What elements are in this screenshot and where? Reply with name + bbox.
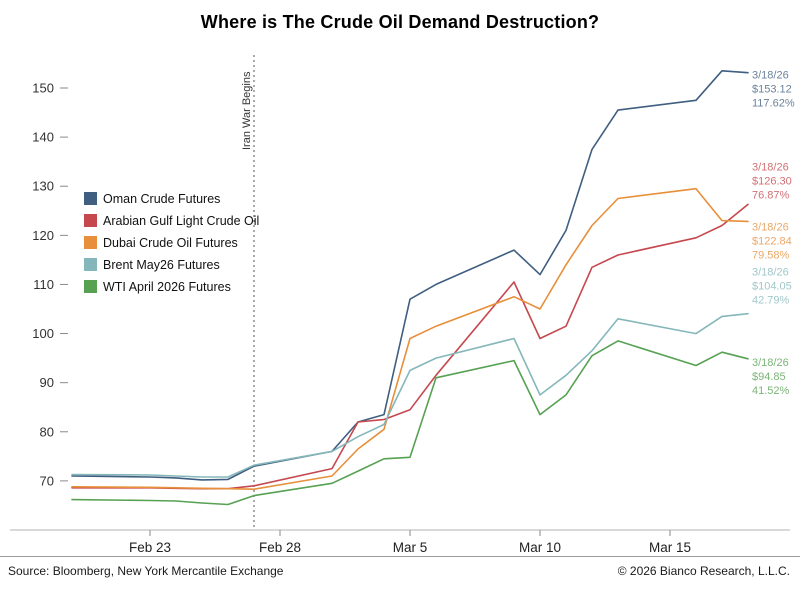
series-line-brent-may26-futures [71, 312, 749, 478]
event-line-label: Iran War Begins [241, 71, 253, 150]
source-note: Source: Bloomberg, New York Mercantile E… [8, 564, 284, 578]
x-axis-label: Feb 28 [259, 540, 301, 555]
series-line-wti-april-2026-futures [71, 340, 749, 506]
y-axis-label: 150 [32, 81, 54, 96]
annotation-price-arabian-gulf-light-crude-oil: $126.30 [752, 175, 792, 187]
series-line-oman-crude-futures [71, 69, 749, 481]
legend-label-dubai-crude-oil-futures: Dubai Crude Oil Futures [103, 236, 238, 250]
annotation-price-dubai-crude-oil-futures: $122.84 [752, 235, 792, 247]
line-chart-canvas: Feb 23 Feb 28 Mar 5 Mar 10 Mar 15 70 80 90 100 11… [10, 55, 795, 555]
legend-swatch-oman-crude-futures [84, 192, 97, 205]
annotation-price-wti-april-2026-futures: $94.85 [752, 371, 786, 383]
legend-swatch-arabian-gulf-light-crude-oil [84, 214, 97, 227]
annotation-pct-brent-may26-futures: 42.79% [752, 295, 790, 307]
legend-swatch-dubai-crude-oil-futures [84, 236, 97, 249]
annotation-date-arabian-gulf-light-crude-oil: 3/18/26 [752, 161, 789, 173]
annotation-date-oman-crude-futures: 3/18/26 [752, 70, 789, 82]
legend-label-brent-may26-futures: Brent May26 Futures [103, 258, 220, 272]
annotation-price-brent-may26-futures: $104.05 [752, 281, 792, 293]
y-axis-label: 80 [40, 424, 54, 439]
annotation-date-dubai-crude-oil-futures: 3/18/26 [752, 221, 789, 233]
y-axis-label: 120 [32, 228, 54, 243]
annotation-date-brent-may26-futures: 3/18/26 [752, 267, 789, 279]
y-axis-label: 110 [33, 277, 54, 292]
footer: Source: Bloomberg, New York Mercantile E… [0, 556, 800, 599]
series-line-dubai-crude-oil-futures [71, 187, 749, 491]
legend-swatch-brent-may26-futures [84, 258, 97, 271]
x-axis-label: Mar 15 [649, 540, 691, 555]
title-bar: Where is The Crude Oil Demand Destructio… [0, 0, 800, 44]
legend-label-arabian-gulf-light-crude-oil: Arabian Gulf Light Crude Oil [103, 214, 259, 228]
y-axis-label: 70 [40, 473, 54, 488]
y-axis-label: 130 [32, 179, 54, 194]
x-axis-label: Mar 5 [393, 540, 428, 555]
legend-label-oman-crude-futures: Oman Crude Futures [103, 192, 220, 206]
annotation-date-wti-april-2026-futures: 3/18/26 [752, 357, 789, 369]
copyright-note: © 2026 Bianco Research, L.L.C. [617, 564, 790, 578]
y-axis-label: 100 [32, 326, 54, 341]
legend-swatch-wti-april-2026-futures [84, 280, 97, 293]
chart-title: Where is The Crude Oil Demand Destructio… [200, 11, 600, 32]
x-axis-label: Mar 10 [519, 540, 561, 555]
y-axis-label: 90 [40, 375, 54, 390]
y-axis-label: 140 [32, 130, 54, 145]
annotation-pct-oman-crude-futures: 117.62% [752, 98, 795, 110]
annotation-pct-arabian-gulf-light-crude-oil: 76.87% [752, 189, 790, 201]
annotation-pct-wti-april-2026-futures: 41.52% [752, 385, 790, 397]
x-axis-label: Feb 23 [129, 540, 171, 555]
annotation-pct-dubai-crude-oil-futures: 79.58% [752, 249, 790, 261]
legend-label-wti-april-2026-futures: WTI April 2026 Futures [103, 280, 231, 294]
annotation-price-oman-crude-futures: $153.12 [752, 84, 792, 96]
